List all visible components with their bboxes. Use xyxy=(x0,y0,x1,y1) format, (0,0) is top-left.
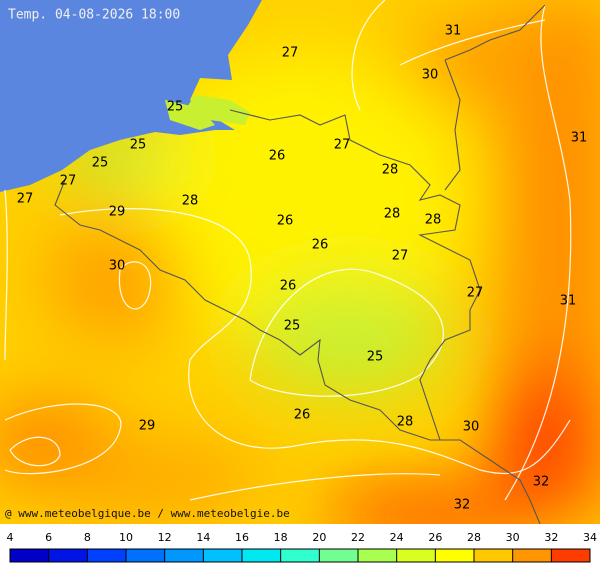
contour-label: 27 xyxy=(467,286,484,301)
contour-label: 26 xyxy=(269,149,286,164)
colorbar-tick-label: 6 xyxy=(45,531,52,544)
contour-label: 27 xyxy=(60,174,77,189)
colorbar-segment xyxy=(512,549,552,562)
colorbar-tick-label: 32 xyxy=(544,531,558,544)
contour-label: 25 xyxy=(284,319,301,334)
colorbar-segment xyxy=(280,549,320,562)
contour-label: 26 xyxy=(294,408,311,423)
contour-label: 29 xyxy=(139,419,156,434)
contour-label: 25 xyxy=(92,156,109,171)
contour-labels: 27 31 30 25 31 25 26 27 28 25 27 27 29 28 26 28 28 26 27 30… xyxy=(17,24,588,513)
contour-label: 27 xyxy=(334,138,351,153)
colorbar-tick-label: 24 xyxy=(390,531,404,544)
colorbar-tick-label: 18 xyxy=(274,531,288,544)
colorbar-segment xyxy=(319,549,358,562)
islands xyxy=(165,95,250,130)
colorbar: 4 6 8 10 12 14 16 18 20 22 24 26 28 30 32 34 xyxy=(0,525,600,575)
contour-label: 26 xyxy=(277,214,294,229)
colorbar-tick-label: 10 xyxy=(119,531,133,544)
contour-label: 31 xyxy=(560,294,577,309)
colorbar-tick-label: 30 xyxy=(506,531,520,544)
contour-label: 27 xyxy=(17,192,34,207)
colorbar-tick-label: 8 xyxy=(84,531,91,544)
colorbar-segment xyxy=(48,549,88,562)
map-title: Temp. 04-08-2026 18:00 xyxy=(8,8,180,23)
colorbar-tick-label: 34 xyxy=(583,531,597,544)
colorbar-segment xyxy=(164,549,204,562)
contour-label: 25 xyxy=(367,350,384,365)
colorbar-tick-label: 16 xyxy=(235,531,249,544)
colorbar-tick-label: 4 xyxy=(7,531,14,544)
contour-label: 30 xyxy=(422,68,439,83)
sea xyxy=(0,0,262,192)
contour-label: 30 xyxy=(463,420,480,435)
contour-label: 25 xyxy=(167,100,184,115)
colorbar-segment xyxy=(358,549,397,562)
map-field xyxy=(0,0,600,524)
credit: @ www.meteobelgique.be / www.meteobelgie… xyxy=(5,507,290,520)
contour-label: 32 xyxy=(533,475,550,490)
contour-label: 28 xyxy=(182,194,199,209)
colorbar-segment xyxy=(242,549,281,562)
colorbar-tick-label: 22 xyxy=(351,531,365,544)
contour-label: 26 xyxy=(312,238,329,253)
contour-label: 25 xyxy=(130,138,147,153)
contour-label: 31 xyxy=(445,24,462,39)
colorbar-segment xyxy=(435,549,474,562)
colorbar-segment xyxy=(203,549,242,562)
colorbar-segment xyxy=(474,549,513,562)
colorbar-segment xyxy=(10,549,49,562)
colorbar-tick-label: 14 xyxy=(196,531,210,544)
colorbar-tick-label: 12 xyxy=(158,531,172,544)
colorbar-segment xyxy=(396,549,436,562)
contour-label: 28 xyxy=(397,415,414,430)
contour-label: 30 xyxy=(109,259,126,274)
colorbar-segment xyxy=(87,549,126,562)
contour-label: 31 xyxy=(571,131,588,146)
contour-label: 29 xyxy=(109,205,126,220)
contour-label: 28 xyxy=(382,163,399,178)
contour-label: 28 xyxy=(425,213,442,228)
contour-label: 26 xyxy=(280,279,297,294)
colorbar-tick-label: 20 xyxy=(312,531,326,544)
colorbar-tick-label: 26 xyxy=(428,531,442,544)
contour-label: 28 xyxy=(384,207,401,222)
colorbar-tick-label: 28 xyxy=(467,531,481,544)
contour-label: 32 xyxy=(454,498,471,513)
contour-label: 27 xyxy=(392,249,409,264)
colorbar-segment xyxy=(551,549,590,562)
colorbar-segment xyxy=(126,549,165,562)
contour-label: 27 xyxy=(282,46,299,61)
